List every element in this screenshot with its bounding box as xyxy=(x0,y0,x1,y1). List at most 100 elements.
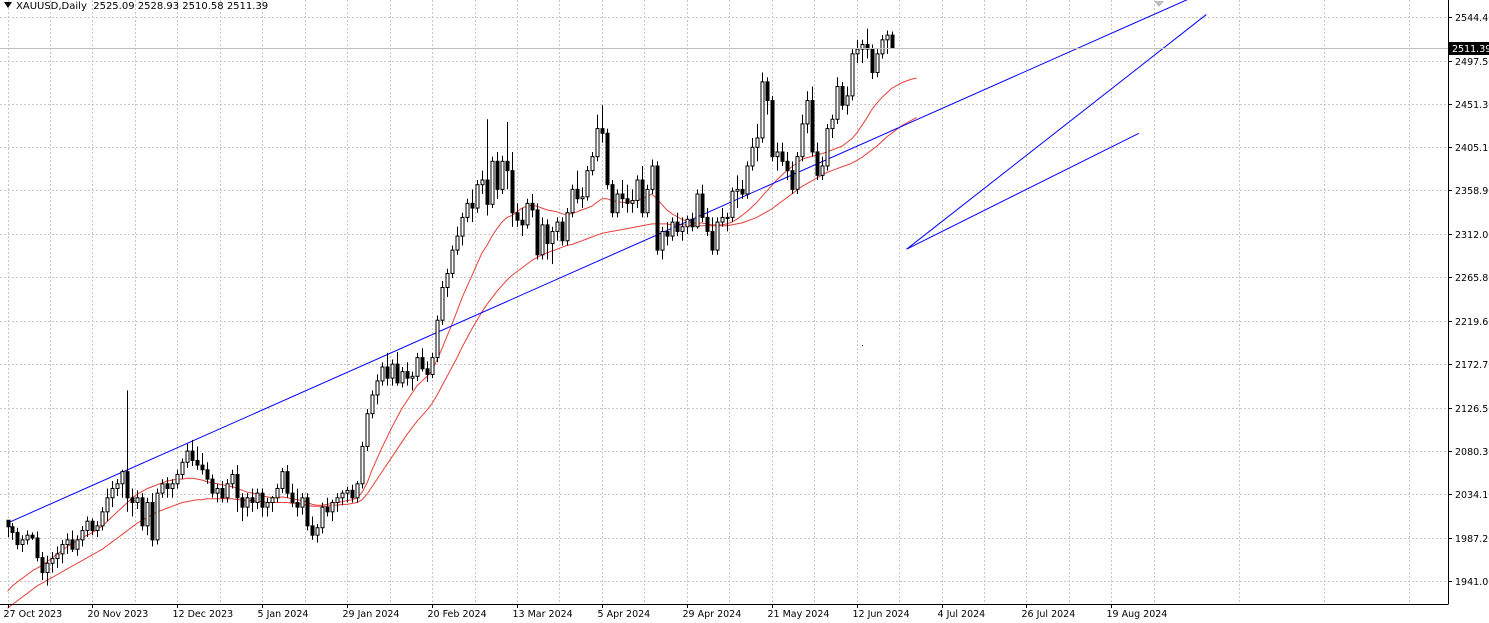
candle-body xyxy=(565,212,570,242)
date-label: 5 Jan 2024 xyxy=(258,609,309,619)
candle-body xyxy=(720,216,725,223)
candle xyxy=(75,535,80,556)
candle xyxy=(50,552,55,573)
candle-body xyxy=(280,471,285,489)
candle-body xyxy=(765,81,770,102)
candle-body xyxy=(630,200,635,204)
candle-body xyxy=(855,48,860,55)
candle-body xyxy=(220,487,225,499)
date-label: 29 Apr 2024 xyxy=(683,609,742,619)
symbol-header[interactable]: XAUUSD,Daily 2525.09 2528.93 2510.58 251… xyxy=(4,1,268,12)
candle xyxy=(410,371,415,391)
candle xyxy=(130,488,135,517)
candle xyxy=(25,530,30,545)
candle-body xyxy=(150,501,155,541)
price-label: 1987.20 xyxy=(1455,534,1489,545)
candle xyxy=(670,217,675,241)
candle-body xyxy=(790,170,795,190)
candle-body xyxy=(285,471,290,494)
candle xyxy=(425,361,430,382)
date-label: 27 Oct 2023 xyxy=(4,609,63,619)
candle-body xyxy=(680,226,685,232)
candle-body xyxy=(540,224,545,256)
candle xyxy=(310,516,315,540)
candle-body xyxy=(410,375,415,379)
candle xyxy=(710,217,715,255)
candle-body xyxy=(475,184,480,209)
candle-body xyxy=(825,128,830,167)
candle xyxy=(870,44,875,80)
candle xyxy=(460,212,465,246)
candle xyxy=(610,180,615,218)
candle-body xyxy=(175,473,180,485)
candle-body xyxy=(110,487,115,499)
candle-body xyxy=(885,34,890,41)
price-label: 2219.60 xyxy=(1455,317,1489,328)
candle-body xyxy=(365,413,370,447)
candle xyxy=(260,488,265,517)
candle-body xyxy=(245,497,250,508)
candle-body xyxy=(595,128,600,158)
candle xyxy=(295,488,300,517)
candle-body xyxy=(605,132,610,186)
date-label: 5 Apr 2024 xyxy=(598,609,651,619)
candle-body xyxy=(440,287,445,321)
candle-body xyxy=(315,527,320,536)
candle xyxy=(510,151,515,227)
candle-body xyxy=(80,530,85,541)
candle-body xyxy=(425,368,430,375)
candle-body xyxy=(345,489,350,494)
candle xyxy=(635,175,640,209)
candle-body xyxy=(185,450,190,463)
candle xyxy=(725,212,730,232)
candle-body xyxy=(650,165,655,190)
candle xyxy=(780,142,785,166)
candle xyxy=(6,519,11,538)
candle-body xyxy=(210,478,215,494)
candle xyxy=(390,359,395,386)
price-label: 2544.40 xyxy=(1455,13,1489,24)
candle xyxy=(445,268,450,297)
candle-body xyxy=(30,534,35,539)
candle-body xyxy=(160,483,165,494)
candle xyxy=(705,208,710,237)
candle xyxy=(280,467,285,494)
candle-body xyxy=(355,483,360,499)
candle-body xyxy=(435,319,440,359)
candle-body xyxy=(795,156,800,190)
candle xyxy=(285,465,290,498)
candle-body xyxy=(615,193,620,214)
candle-body xyxy=(305,497,310,527)
candle xyxy=(630,189,635,213)
price-label: 2451.30 xyxy=(1455,100,1489,111)
candle xyxy=(885,30,890,54)
candle-body xyxy=(165,483,170,489)
candle xyxy=(770,95,775,162)
candle-body xyxy=(780,151,785,162)
candle-body xyxy=(100,511,105,527)
candle xyxy=(365,409,370,452)
candle xyxy=(275,483,280,503)
candle xyxy=(475,180,480,213)
candle xyxy=(790,161,795,195)
candle xyxy=(855,39,860,64)
dropdown-triangle-icon[interactable] xyxy=(4,2,12,8)
candle-body xyxy=(95,525,100,532)
candle-body xyxy=(395,363,400,384)
candle xyxy=(35,531,40,562)
candle xyxy=(700,184,705,223)
candle xyxy=(185,443,190,468)
candle-body xyxy=(750,146,755,167)
date-label: 13 Mar 2024 xyxy=(513,609,573,619)
candle xyxy=(80,525,85,547)
candle xyxy=(890,31,895,49)
candle xyxy=(320,502,325,534)
price-label: 2080.30 xyxy=(1455,447,1489,458)
price-label: 2497.50 xyxy=(1455,57,1489,68)
date-label: 20 Feb 2024 xyxy=(428,609,487,619)
date-label: 12 Dec 2023 xyxy=(173,609,234,619)
candle-body xyxy=(545,224,550,245)
